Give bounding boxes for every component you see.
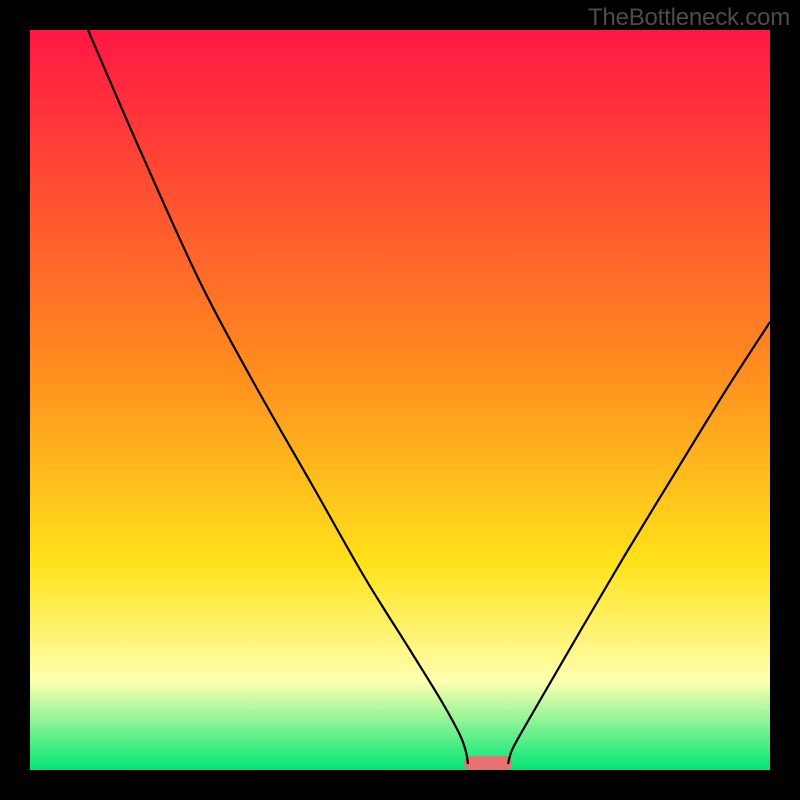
curve-left <box>88 30 468 764</box>
curve-right <box>508 322 770 764</box>
bottleneck-curve <box>30 30 770 770</box>
watermark-text: TheBottleneck.com <box>588 4 790 32</box>
chart-frame: TheBottleneck.com <box>0 0 800 800</box>
plot-area <box>30 30 770 770</box>
